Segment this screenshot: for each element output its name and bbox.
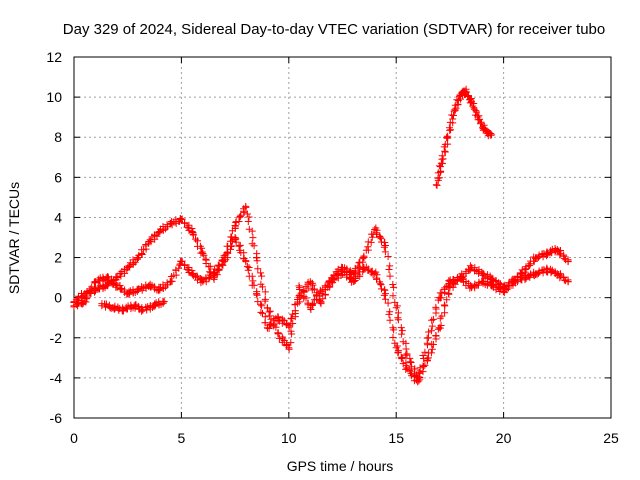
plot-frame bbox=[73, 56, 612, 419]
data-point bbox=[381, 242, 389, 250]
series-track-b bbox=[70, 215, 572, 382]
y-tick-label: -6 bbox=[50, 410, 63, 426]
x-tick-label: 10 bbox=[281, 430, 297, 446]
x-tick-label: 25 bbox=[603, 430, 619, 446]
y-tick-label: -4 bbox=[50, 370, 63, 386]
series-markers bbox=[432, 85, 496, 189]
series-track-a bbox=[70, 202, 572, 386]
y-tick-label: 4 bbox=[54, 209, 62, 225]
data-point bbox=[450, 107, 458, 115]
y-tick-label: 0 bbox=[54, 290, 62, 306]
y-tick-label: 12 bbox=[46, 49, 62, 65]
y-tick-label: 6 bbox=[54, 169, 62, 185]
x-axis-label: GPS time / hours bbox=[287, 458, 394, 474]
y-axis-label: SDTVAR / TECUs bbox=[6, 182, 22, 294]
series-markers bbox=[70, 202, 572, 385]
y-tick-label: 10 bbox=[46, 89, 62, 105]
axis-ticks bbox=[73, 56, 612, 419]
series-markers bbox=[98, 297, 167, 315]
y-tick-label: 2 bbox=[54, 250, 62, 266]
series-track-d bbox=[432, 85, 496, 189]
data-point bbox=[392, 304, 400, 312]
x-tick-label: 15 bbox=[388, 430, 404, 446]
chart-title: Day 329 of 2024, Sidereal Day-to-day VTE… bbox=[63, 21, 605, 38]
series-track-c bbox=[98, 297, 168, 315]
tick-labels: 0 5 10 15 20 25 -6 -4 -2 0 2 4 6 8 10 12 bbox=[46, 49, 619, 446]
x-tick-label: 20 bbox=[496, 430, 512, 446]
data-point bbox=[433, 181, 441, 189]
data-series bbox=[70, 85, 572, 386]
y-tick-label: 8 bbox=[54, 129, 62, 145]
grid-lines bbox=[74, 57, 611, 418]
series-markers bbox=[70, 215, 572, 381]
x-tick-label: 0 bbox=[70, 430, 78, 446]
y-tick-label: -2 bbox=[50, 330, 63, 346]
x-tick-label: 5 bbox=[178, 430, 186, 446]
